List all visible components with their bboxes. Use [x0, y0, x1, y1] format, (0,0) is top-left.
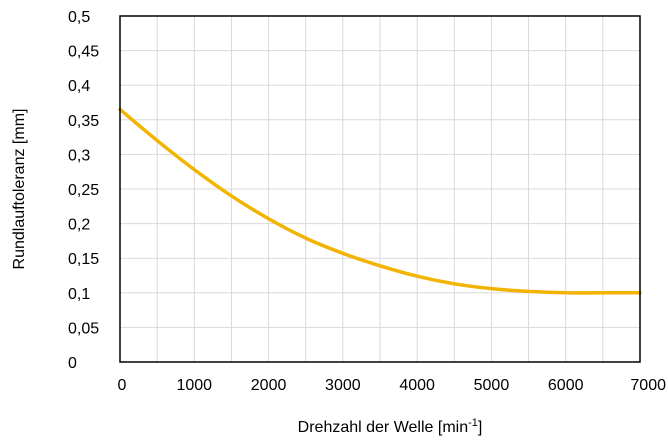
x-tick-label: 1000	[176, 377, 212, 394]
x-tick-label: 2000	[251, 377, 287, 394]
x-axis-title-main: Drehzahl der Welle [min	[298, 419, 468, 436]
x-tick-label: 0	[118, 377, 127, 394]
y-axis-tick-labels: 0 0,05 0,1 0,15 0,2 0,25 0,3 0,35 0,4 0,45 0,5	[68, 9, 99, 372]
y-tick-label: 0,35	[68, 113, 99, 130]
series-line	[118, 107, 642, 295]
y-tick-label: 0,2	[68, 217, 90, 234]
y-tick-label: 0,05	[68, 320, 99, 337]
x-tick-label: 7000	[630, 377, 666, 394]
plot-area-frame	[119, 15, 641, 363]
y-tick-label: 0,3	[68, 147, 90, 164]
y-axis-title: Rundlauftoleranz [mm]	[11, 109, 28, 270]
x-tick-label: 3000	[325, 377, 361, 394]
x-tick-label: 5000	[474, 377, 510, 394]
y-tick-label: 0,5	[68, 9, 90, 26]
y-tick-label: 0,15	[68, 251, 99, 268]
y-tick-label: 0,4	[68, 78, 90, 95]
grid	[120, 16, 640, 362]
y-tick-label: 0,45	[68, 44, 99, 61]
x-axis-title: Drehzahl der Welle [min-1]	[298, 417, 483, 436]
x-axis-title-superscript: -1	[468, 417, 478, 429]
x-axis-title-suffix: ]	[478, 419, 482, 436]
x-tick-label: 6000	[548, 377, 584, 394]
x-tick-label: 4000	[399, 377, 435, 394]
y-tick-label: 0,25	[68, 182, 99, 199]
y-tick-label: 0	[68, 355, 77, 372]
y-tick-label: 0,1	[68, 286, 90, 303]
x-axis-tick-labels: 0 1000 2000 3000 4000 5000 6000 7000	[118, 377, 667, 394]
